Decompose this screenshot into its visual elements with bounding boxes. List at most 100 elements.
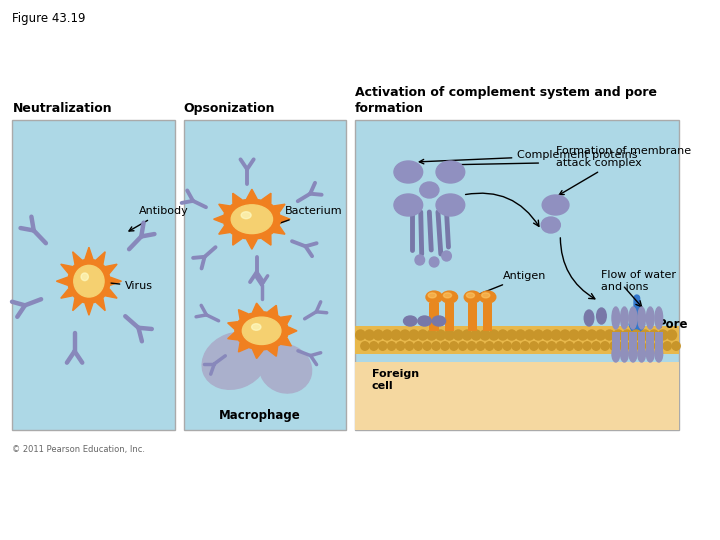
Ellipse shape xyxy=(629,307,636,329)
Ellipse shape xyxy=(394,161,423,183)
Circle shape xyxy=(601,342,609,350)
Polygon shape xyxy=(56,277,68,285)
Circle shape xyxy=(610,342,618,350)
Circle shape xyxy=(436,330,445,340)
Circle shape xyxy=(432,342,440,350)
Circle shape xyxy=(429,257,439,267)
Bar xyxy=(612,332,620,352)
Polygon shape xyxy=(274,204,285,212)
Circle shape xyxy=(405,342,413,350)
Ellipse shape xyxy=(403,316,417,326)
Bar xyxy=(467,303,477,331)
Bar xyxy=(483,303,492,331)
Polygon shape xyxy=(228,322,238,329)
Circle shape xyxy=(480,330,490,340)
Circle shape xyxy=(450,342,458,350)
Circle shape xyxy=(557,342,564,350)
Circle shape xyxy=(489,330,499,340)
Polygon shape xyxy=(105,264,117,274)
Text: Antigen: Antigen xyxy=(474,271,546,297)
Ellipse shape xyxy=(542,195,569,215)
Circle shape xyxy=(613,330,624,340)
Polygon shape xyxy=(246,189,257,199)
Ellipse shape xyxy=(480,291,496,303)
Ellipse shape xyxy=(584,310,594,326)
Text: Flow of water
and ions: Flow of water and ions xyxy=(601,270,677,292)
Circle shape xyxy=(477,342,485,350)
Circle shape xyxy=(387,342,395,350)
Circle shape xyxy=(552,330,561,340)
Circle shape xyxy=(583,342,591,350)
Circle shape xyxy=(578,330,588,340)
Ellipse shape xyxy=(231,205,273,234)
Circle shape xyxy=(382,330,392,340)
Circle shape xyxy=(459,342,467,350)
Text: © 2011 Pearson Education, Inc.: © 2011 Pearson Education, Inc. xyxy=(12,445,145,454)
Circle shape xyxy=(525,330,534,340)
Circle shape xyxy=(516,330,526,340)
Ellipse shape xyxy=(243,317,281,345)
Ellipse shape xyxy=(418,316,431,326)
Ellipse shape xyxy=(436,194,464,216)
Ellipse shape xyxy=(436,161,464,183)
Circle shape xyxy=(560,330,570,340)
Polygon shape xyxy=(105,289,117,298)
Circle shape xyxy=(539,342,546,350)
Polygon shape xyxy=(110,277,122,285)
Polygon shape xyxy=(214,215,223,223)
Ellipse shape xyxy=(251,323,261,330)
Ellipse shape xyxy=(612,346,620,362)
Circle shape xyxy=(618,342,627,350)
Polygon shape xyxy=(281,215,290,223)
Text: Pore: Pore xyxy=(658,319,688,332)
Circle shape xyxy=(548,342,556,350)
Circle shape xyxy=(636,342,644,350)
Circle shape xyxy=(649,330,659,340)
Text: Neutralization: Neutralization xyxy=(12,102,112,115)
Ellipse shape xyxy=(621,346,629,362)
Bar xyxy=(638,332,645,352)
Polygon shape xyxy=(73,252,82,264)
Circle shape xyxy=(530,342,538,350)
Text: Figure 43.19: Figure 43.19 xyxy=(12,12,86,25)
Ellipse shape xyxy=(541,217,560,233)
Polygon shape xyxy=(282,316,292,323)
Circle shape xyxy=(640,330,650,340)
Polygon shape xyxy=(246,239,257,249)
Polygon shape xyxy=(85,247,93,259)
Circle shape xyxy=(454,330,463,340)
Circle shape xyxy=(364,330,374,340)
Circle shape xyxy=(397,342,405,350)
Circle shape xyxy=(512,342,520,350)
Circle shape xyxy=(596,330,606,340)
Ellipse shape xyxy=(81,273,89,281)
Polygon shape xyxy=(253,349,264,359)
Ellipse shape xyxy=(420,182,439,198)
Ellipse shape xyxy=(241,212,251,219)
Circle shape xyxy=(462,330,472,340)
Circle shape xyxy=(592,342,600,350)
Ellipse shape xyxy=(482,293,490,298)
Circle shape xyxy=(569,330,579,340)
Polygon shape xyxy=(85,303,93,315)
Circle shape xyxy=(427,330,436,340)
Ellipse shape xyxy=(467,293,474,298)
Polygon shape xyxy=(60,289,73,298)
Polygon shape xyxy=(60,264,73,274)
Polygon shape xyxy=(282,338,292,346)
Ellipse shape xyxy=(394,194,423,216)
Circle shape xyxy=(415,255,425,265)
Circle shape xyxy=(400,330,410,340)
Circle shape xyxy=(663,342,671,350)
Ellipse shape xyxy=(202,332,268,389)
Text: Macrophage: Macrophage xyxy=(219,409,301,422)
Polygon shape xyxy=(253,303,264,313)
Polygon shape xyxy=(96,252,105,264)
Bar xyxy=(355,326,679,354)
Ellipse shape xyxy=(655,307,662,329)
Text: Bacterium: Bacterium xyxy=(261,206,343,231)
Circle shape xyxy=(587,330,596,340)
Circle shape xyxy=(379,342,387,350)
Ellipse shape xyxy=(223,199,281,239)
Circle shape xyxy=(445,330,454,340)
